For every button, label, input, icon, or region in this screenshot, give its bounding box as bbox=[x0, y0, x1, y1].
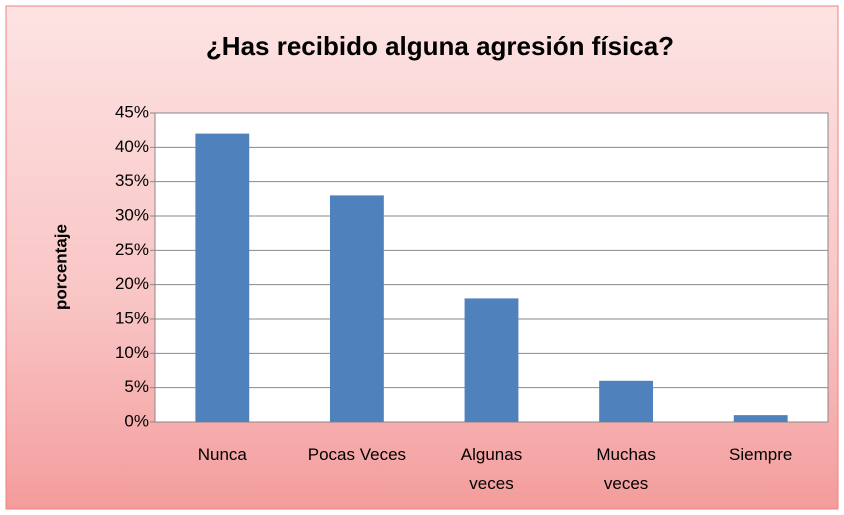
bar bbox=[733, 415, 788, 422]
y-tick-label: 15% bbox=[115, 308, 149, 327]
x-tick-label: Pocas Veces bbox=[307, 445, 407, 464]
x-tick-label: Nunca bbox=[197, 445, 247, 464]
x-tick-label: Algunas veces bbox=[460, 445, 523, 493]
y-tick-label: 0% bbox=[124, 411, 149, 430]
y-tick-label: 10% bbox=[115, 343, 149, 362]
y-tick-label: 5% bbox=[124, 377, 149, 396]
y-tick-label: 40% bbox=[115, 137, 149, 156]
bar bbox=[329, 195, 384, 422]
bar bbox=[464, 298, 519, 422]
y-axis-label: porcentaje bbox=[51, 224, 70, 310]
y-tick-label: 45% bbox=[115, 102, 149, 121]
y-tick-label: 20% bbox=[115, 274, 149, 293]
bar bbox=[599, 380, 654, 422]
y-tick-label: 30% bbox=[115, 205, 149, 224]
x-tick-label: Muchas veces bbox=[596, 445, 656, 493]
y-tick-label: 25% bbox=[115, 240, 149, 259]
x-tick-label: Siempre bbox=[729, 445, 793, 464]
y-tick-label: 35% bbox=[115, 171, 149, 190]
bar bbox=[195, 133, 250, 422]
chart-title: ¿Has recibido alguna agresión física? bbox=[206, 31, 674, 61]
